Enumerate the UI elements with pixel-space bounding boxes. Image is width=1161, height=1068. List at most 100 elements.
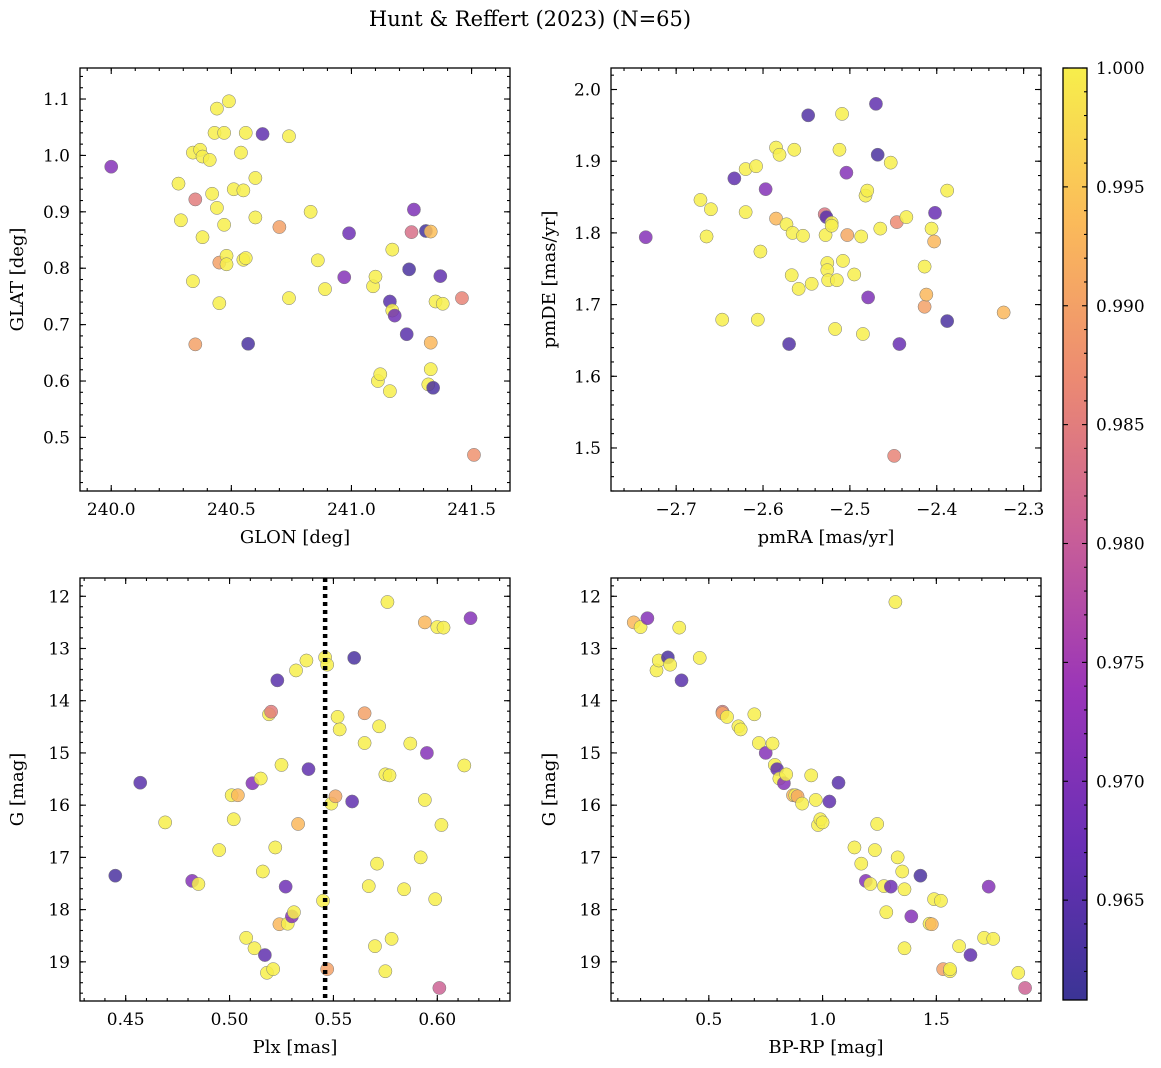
scatter-point: [212, 843, 227, 857]
scatter-point: [186, 274, 200, 289]
scatter-point: [801, 108, 816, 123]
scatter-point: [747, 707, 762, 722]
x-tick-label: −2.6: [742, 500, 783, 520]
scatter-point: [278, 879, 293, 894]
y-tick-label: 17: [48, 848, 70, 868]
scatter-point: [913, 868, 928, 883]
scatter-point: [924, 221, 939, 236]
scatter-point: [318, 282, 332, 296]
scatter-point: [428, 892, 443, 907]
scatter-point: [133, 775, 148, 790]
colorbar-gradient: [1063, 68, 1087, 1000]
x-tick-label: 240.5: [207, 500, 256, 520]
x-tick-label: 1.5: [923, 1010, 950, 1030]
scatter-point: [765, 736, 780, 751]
y-tick-label: 1.6: [574, 367, 601, 387]
y-axis-label: G [mag]: [539, 753, 560, 826]
x-axis-label: pmRA [mas/yr]: [758, 527, 895, 548]
scatter-point: [272, 220, 287, 234]
scatter-point: [1011, 965, 1026, 980]
scatter-point: [236, 183, 251, 198]
scatter-point: [940, 183, 955, 198]
scatter-point: [727, 171, 742, 186]
scatter-point: [832, 142, 847, 157]
y-tick-label: 0.9: [43, 203, 70, 223]
scatter-point: [217, 217, 231, 232]
scatter-point: [640, 611, 655, 626]
x-tick-label: 241.5: [447, 500, 496, 520]
scatter-point: [368, 939, 382, 954]
scatter-point: [337, 270, 352, 285]
scatter-point: [368, 269, 383, 284]
axes-frame: [610, 577, 1042, 1002]
scatter-point: [854, 229, 869, 244]
x-tick-label: 0.60: [418, 1010, 456, 1030]
scatter-point: [282, 291, 296, 305]
x-tick-label: 1.0: [809, 1010, 836, 1030]
scatter-point: [241, 336, 256, 351]
scatter-points: [626, 595, 1032, 995]
scatter-point: [888, 595, 903, 609]
scatter-point: [219, 257, 234, 272]
scatter-point: [253, 771, 268, 786]
scatter-point: [692, 651, 707, 665]
scatter-point: [457, 758, 472, 773]
scatter-point: [404, 225, 419, 239]
figure-title: Hunt & Reffert (2023) (N=65): [369, 7, 691, 31]
colorbar-ticks: 0.965 0.970 0.975 0.980 0.985 0.990 0.995 1.000: [1063, 59, 1145, 973]
scatter-point: [869, 96, 883, 111]
scatter-point: [188, 192, 203, 207]
scatter-point: [171, 176, 186, 191]
scatter-point: [928, 205, 942, 220]
scatter-point: [934, 893, 948, 908]
scatter-point: [239, 930, 254, 945]
y-axis-label: G [mag]: [7, 753, 28, 826]
scatter-point: [822, 794, 837, 809]
scatter-point: [328, 789, 343, 804]
scatter-point: [981, 879, 996, 894]
scatter-point: [420, 746, 434, 760]
x-tick-label: 0.50: [211, 1010, 249, 1030]
scatter-point: [986, 932, 1001, 946]
colorbar: 0.965 0.970 0.975 0.980 0.985 0.990 0.995 1.000: [1062, 59, 1145, 1001]
scatter-point: [158, 815, 173, 830]
scatter-point: [310, 253, 325, 268]
scatter-point: [749, 159, 763, 174]
x-tick-label: −2.5: [829, 500, 870, 520]
scatter-point: [407, 202, 421, 217]
scatter-point: [824, 218, 839, 233]
scatter-point: [413, 850, 428, 865]
scatter-point: [699, 229, 714, 244]
scatter-point: [769, 211, 783, 226]
colorbar-tick-label: 0.985: [1096, 416, 1145, 436]
scatter-point: [434, 818, 449, 832]
scatter-point: [361, 879, 376, 893]
scatter-point: [996, 305, 1011, 320]
scatter-point: [266, 962, 281, 976]
scatter-point: [372, 719, 386, 734]
y-tick-label: 14: [579, 692, 601, 712]
axes-frame: [79, 577, 511, 1002]
y-tick-label: 15: [579, 744, 601, 764]
scatter-point: [384, 932, 399, 946]
scatter-point: [782, 337, 796, 351]
scatter-point: [433, 269, 448, 283]
scatter-point: [432, 981, 447, 995]
scatter-point: [895, 864, 910, 879]
scatter-point: [212, 296, 227, 311]
scatter-point: [750, 312, 765, 327]
scatter-point: [917, 299, 932, 314]
x-axis-label: GLON [deg]: [240, 527, 350, 548]
y-tick-label: 16: [579, 796, 601, 816]
scatter-point: [863, 877, 878, 891]
scatter-point: [104, 159, 119, 174]
scatter-point: [247, 941, 262, 956]
scatter-point: [715, 312, 730, 327]
scatter-point: [417, 793, 432, 807]
scatter-point: [919, 287, 934, 302]
scatter-point: [417, 615, 432, 630]
scatter-point: [357, 706, 372, 721]
scatter-point: [952, 939, 966, 954]
colorbar-tick-label: 0.975: [1096, 653, 1145, 673]
